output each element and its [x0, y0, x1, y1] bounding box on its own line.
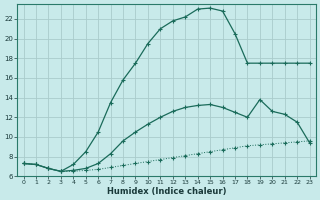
- X-axis label: Humidex (Indice chaleur): Humidex (Indice chaleur): [107, 187, 226, 196]
